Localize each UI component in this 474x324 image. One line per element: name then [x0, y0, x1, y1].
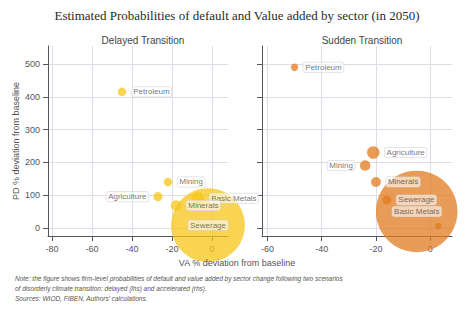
svg-text:-20: -20: [369, 244, 382, 254]
svg-text:Delayed Transition: Delayed Transition: [102, 35, 185, 46]
svg-text:Sudden Transition: Sudden Transition: [322, 35, 403, 46]
svg-text:of disorderly climate transiti: of disorderly climate transition: delaye…: [15, 285, 207, 293]
svg-text:-80: -80: [45, 244, 58, 254]
svg-text:Sources: WIOD, FIBEN, Authors': Sources: WIOD, FIBEN, Authors' calculati…: [15, 295, 148, 302]
svg-text:Estimated Probabilities of def: Estimated Probabilities of default and V…: [54, 8, 419, 23]
svg-text:200: 200: [25, 157, 40, 167]
svg-text:Petroleum: Petroleum: [305, 63, 342, 72]
svg-text:400: 400: [25, 92, 40, 102]
svg-text:500: 500: [25, 59, 40, 69]
svg-text:VA % deviation from baseline: VA % deviation from baseline: [179, 258, 295, 268]
svg-text:-20: -20: [165, 244, 178, 254]
svg-text:PD % deviation from baseline: PD % deviation from baseline: [11, 82, 21, 200]
svg-text:-60: -60: [85, 244, 98, 254]
svg-text:Basic Metals: Basic Metals: [394, 207, 439, 216]
svg-text:Sewerage: Sewerage: [398, 195, 435, 204]
svg-text:0: 0: [35, 223, 40, 233]
svg-text:Sewerage: Sewerage: [190, 221, 227, 230]
svg-text:Minerals: Minerals: [388, 177, 418, 186]
svg-text:-60: -60: [261, 244, 274, 254]
svg-text:Note: the figure shows firm-le: Note: the figure shows firm-level probab…: [15, 275, 343, 283]
svg-text:-40: -40: [315, 244, 328, 254]
svg-text:-40: -40: [125, 244, 138, 254]
svg-text:300: 300: [25, 125, 40, 135]
svg-text:Basic Metals: Basic Metals: [211, 193, 257, 203]
svg-text:Agriculture: Agriculture: [108, 192, 147, 201]
svg-text:Mining: Mining: [329, 161, 353, 170]
svg-text:Mining: Mining: [179, 177, 203, 186]
svg-text:Agriculture: Agriculture: [387, 148, 426, 157]
svg-text:Minerals: Minerals: [188, 201, 218, 210]
svg-text:100: 100: [25, 190, 40, 200]
svg-text:Petroleum: Petroleum: [133, 87, 170, 96]
